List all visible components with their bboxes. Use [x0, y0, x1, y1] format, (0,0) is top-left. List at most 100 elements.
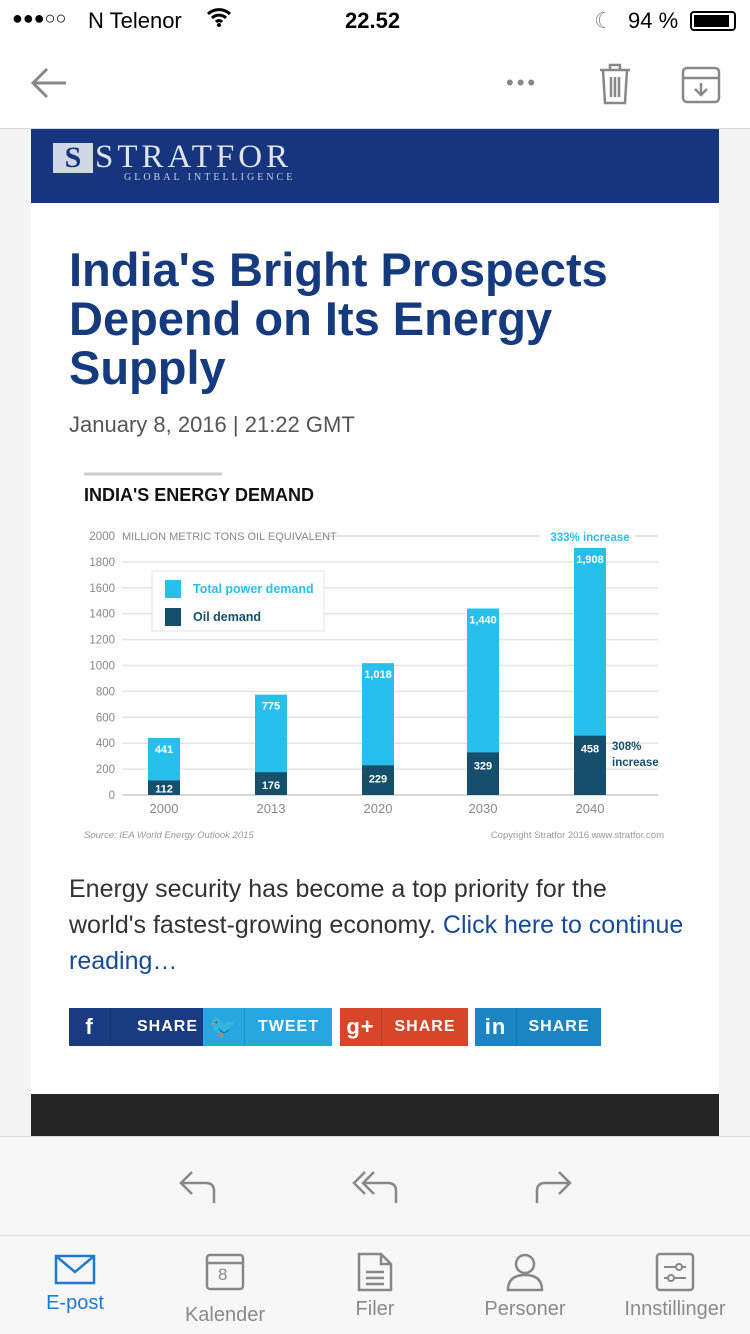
moon-icon: ☾: [594, 8, 614, 33]
article-summary: Energy security has become a top priorit…: [69, 871, 689, 979]
share-label: SHARE: [528, 1018, 590, 1035]
share-network-icon: 🐦: [203, 1008, 245, 1046]
data-label-oil: 176: [262, 780, 280, 792]
tab-calendar[interactable]: 8 Kalender: [150, 1236, 300, 1334]
share-label: SHARE: [136, 1018, 198, 1035]
tab-label: Personer: [484, 1298, 566, 1320]
footer-band: [31, 1094, 719, 1136]
data-label-oil: 112: [155, 783, 173, 795]
share-button-0[interactable]: f SHARE: [69, 1008, 224, 1046]
person-icon: [506, 1253, 544, 1292]
y-tick-label: 0: [109, 790, 115, 802]
legend-swatch: [165, 580, 181, 598]
data-label-total: 1,908: [576, 554, 604, 566]
reply-all-icon[interactable]: [352, 1169, 400, 1210]
share-label: SHARE: [394, 1018, 456, 1035]
bar-oil-2020: [362, 765, 394, 795]
clock: 22.52: [345, 8, 401, 33]
data-label-total: 1,440: [469, 615, 497, 627]
share-button-2[interactable]: g+ SHARE: [340, 1008, 468, 1046]
calendar-icon: 8: [205, 1252, 245, 1304]
tab-people[interactable]: Personer: [450, 1236, 600, 1334]
archive-icon[interactable]: [681, 66, 721, 109]
share-network-icon: g+: [340, 1008, 382, 1046]
x-tick-label: 2000: [150, 801, 179, 816]
y-tick-label: 600: [96, 712, 115, 724]
message-toolbar: [0, 1136, 750, 1235]
more-icon[interactable]: •••: [506, 70, 539, 95]
y-tick-label: 1400: [89, 609, 115, 621]
y-tick-label: 2000: [89, 531, 115, 543]
continue-reading-link[interactable]: Click here to continue reading…: [69, 911, 684, 975]
data-label-total: 441: [155, 744, 173, 756]
bar-oil-2030: [467, 752, 499, 795]
data-label-oil: 229: [369, 773, 387, 785]
tab-label: E-post: [46, 1292, 104, 1314]
data-label-oil: 329: [474, 760, 492, 772]
brand-tagline: GLOBAL INTELLIGENCE: [124, 172, 296, 183]
y-axis-label: MILLION METRIC TONS OIL EQUIVALENT: [122, 531, 337, 543]
summary-text: Energy security has become a top priorit…: [69, 875, 607, 939]
x-tick-label: 2013: [257, 801, 286, 816]
nav-bar: •••: [0, 40, 750, 129]
calendar-day: 8: [218, 1265, 228, 1284]
chart-source: Source: IEA World Energy Outlook 2015: [84, 830, 254, 841]
data-label-total: 775: [262, 701, 280, 713]
x-tick-label: 2020: [364, 801, 393, 816]
carrier: N Telenor: [88, 8, 182, 33]
trash-icon[interactable]: [598, 62, 632, 111]
chart-title: INDIA'S ENERGY DEMAND: [84, 485, 314, 505]
y-tick-label: 800: [96, 686, 115, 698]
tab-bar: E-post 8 Kalender Filer Personer Innstill…: [0, 1235, 750, 1334]
data-label-oil: 458: [581, 744, 599, 756]
bar-oil-2013: [255, 772, 287, 795]
y-tick-label: 200: [96, 764, 115, 776]
status-bar: ●●●○○ N Telenor 22.52 ☾ 94 %: [0, 0, 750, 40]
signal-icon: ●●●○○: [12, 8, 67, 28]
email-content: S STRATFOR GLOBAL INTELLIGENCE India's B…: [31, 129, 719, 1136]
settings-icon: [655, 1252, 695, 1292]
share-network-icon: in: [475, 1008, 517, 1046]
legend-label: Total power demand: [193, 582, 314, 596]
article-title: India's Bright Prospects Depend on Its E…: [69, 243, 608, 394]
tab-mail[interactable]: E-post: [0, 1236, 150, 1334]
annotation-oil-2: increase: [612, 757, 659, 769]
reply-icon[interactable]: [178, 1169, 218, 1210]
share-button-1[interactable]: 🐦 TWEET: [203, 1008, 332, 1046]
wifi-icon: [206, 6, 232, 34]
tab-label: Filer: [355, 1298, 395, 1320]
back-arrow-icon[interactable]: [30, 66, 68, 105]
x-tick-label: 2030: [469, 801, 498, 816]
y-tick-label: 400: [96, 738, 115, 750]
battery-icon: [690, 11, 736, 31]
tab-settings[interactable]: Innstillinger: [600, 1236, 750, 1334]
article-date: January 8, 2016 | 21:22 GMT: [69, 412, 355, 437]
bar-oil-2040: [574, 735, 606, 795]
mail-icon: [54, 1254, 96, 1285]
chart-copyright: Copyright Stratfor 2016 www.stratfor.com: [491, 830, 664, 841]
tab-label: Kalender: [184, 1304, 266, 1326]
tab-files[interactable]: Filer: [300, 1236, 450, 1334]
stratfor-banner: S STRATFOR GLOBAL INTELLIGENCE: [31, 129, 719, 203]
tab-label: Innstillinger: [624, 1298, 726, 1320]
y-tick-label: 1800: [89, 557, 115, 569]
battery-level: 94 %: [628, 8, 679, 33]
y-tick-label: 1200: [89, 635, 115, 647]
legend-swatch: [165, 608, 181, 626]
stratfor-logo-icon: S: [53, 143, 93, 173]
annotation-oil: 308%: [612, 741, 641, 753]
legend-label: Oil demand: [193, 610, 261, 624]
data-label-total: 1,018: [364, 669, 392, 681]
brand-name: STRATFOR: [95, 139, 293, 175]
forward-icon[interactable]: [533, 1169, 573, 1210]
share-label: TWEET: [258, 1018, 319, 1035]
bar-oil-2000: [148, 780, 180, 795]
share-network-icon: f: [69, 1008, 111, 1046]
annotation-total: 333% increase: [550, 532, 629, 544]
share-button-3[interactable]: in SHARE: [475, 1008, 601, 1046]
x-tick-label: 2040: [576, 801, 605, 816]
y-tick-label: 1600: [89, 583, 115, 595]
y-tick-label: 1000: [89, 661, 115, 673]
energy-demand-chart: INDIA'S ENERGY DEMAND 0 200 400 600 800 1000 12…: [60, 460, 690, 850]
file-icon: [357, 1252, 393, 1292]
